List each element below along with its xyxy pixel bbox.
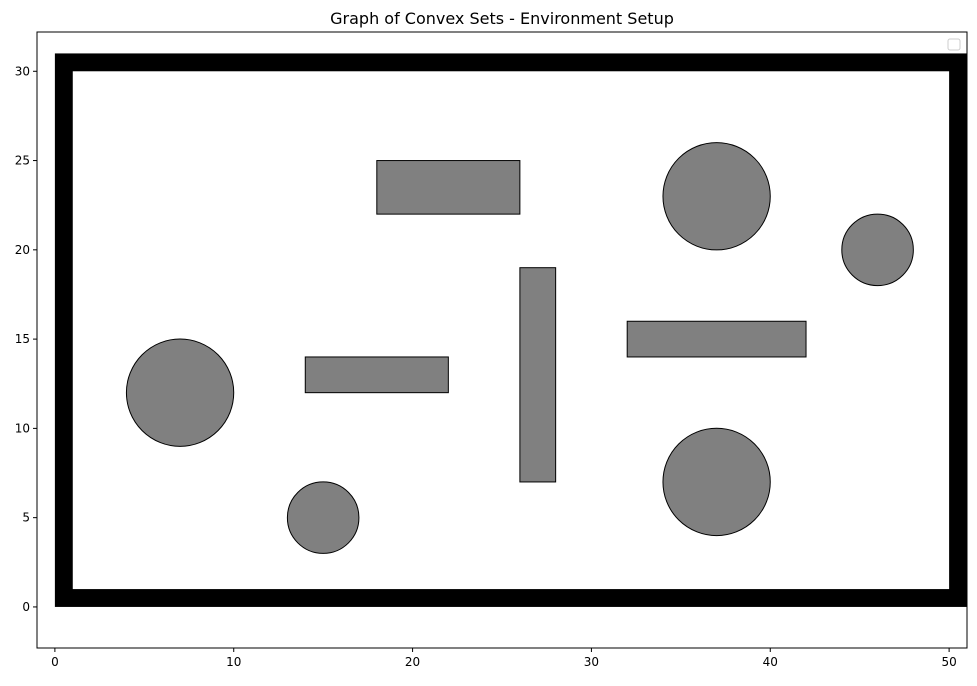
plot-content — [54, 53, 967, 607]
circle-obstacle — [286, 481, 360, 554]
y-tick-label: 15 — [15, 332, 30, 346]
x-tick-label: 30 — [584, 655, 599, 669]
y-tick-label: 10 — [15, 421, 30, 435]
rectangle-obstacle — [626, 320, 807, 358]
y-tick-label: 30 — [15, 64, 30, 78]
chart-title: Graph of Convex Sets - Environment Setup — [330, 9, 674, 28]
x-tick-label: 10 — [226, 655, 241, 669]
y-tick-label: 5 — [22, 511, 30, 525]
free-space — [72, 71, 950, 590]
legend-box — [947, 38, 961, 51]
y-tick-label: 0 — [22, 600, 30, 614]
circle-obstacle — [662, 142, 771, 251]
x-tick-label: 20 — [405, 655, 420, 669]
y-tick-label: 20 — [15, 243, 30, 257]
axes-frame — [36, 31, 968, 649]
circle-obstacle — [125, 338, 235, 447]
rectangle-obstacle — [304, 356, 449, 394]
rectangle-obstacle — [519, 267, 557, 483]
circle-obstacle — [841, 213, 914, 287]
x-tick-label: 40 — [763, 655, 778, 669]
axes: 0 10 20 30 40 50 0 5 10 15 20 25 30 — [15, 31, 968, 669]
x-tick-label: 50 — [941, 655, 956, 669]
rectangle-obstacle — [376, 160, 521, 215]
circle-obstacle — [662, 427, 771, 537]
plot-area — [54, 53, 967, 607]
y-tick-label: 25 — [15, 154, 30, 168]
x-tick-label: 0 — [51, 655, 59, 669]
